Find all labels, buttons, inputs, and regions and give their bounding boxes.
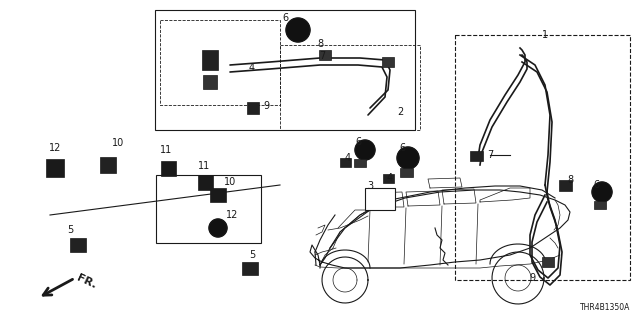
Polygon shape bbox=[397, 147, 419, 169]
Bar bbox=[339, 157, 351, 166]
Polygon shape bbox=[286, 18, 310, 42]
Text: 4: 4 bbox=[387, 173, 393, 183]
Text: 6: 6 bbox=[593, 180, 599, 190]
Text: 9: 9 bbox=[263, 101, 269, 111]
Bar bbox=[542, 257, 554, 267]
Polygon shape bbox=[209, 219, 227, 237]
Text: 2: 2 bbox=[397, 107, 403, 117]
Text: 7: 7 bbox=[319, 51, 325, 61]
Polygon shape bbox=[355, 140, 375, 160]
Text: 4: 4 bbox=[345, 153, 351, 163]
Bar bbox=[247, 102, 259, 114]
Text: 6: 6 bbox=[355, 137, 361, 147]
Bar bbox=[100, 157, 116, 173]
Bar bbox=[383, 173, 394, 182]
Bar bbox=[198, 174, 212, 189]
Text: FR.: FR. bbox=[75, 273, 98, 291]
Bar bbox=[70, 238, 86, 252]
Text: 3: 3 bbox=[367, 181, 373, 191]
Text: 5: 5 bbox=[67, 225, 73, 235]
Bar bbox=[354, 159, 366, 167]
Bar bbox=[455, 35, 630, 280]
Bar bbox=[382, 57, 394, 67]
Bar bbox=[202, 50, 218, 70]
Bar bbox=[46, 159, 64, 177]
Text: 6: 6 bbox=[399, 143, 405, 153]
Text: 11: 11 bbox=[198, 161, 210, 171]
Bar bbox=[319, 50, 331, 60]
Bar bbox=[365, 188, 395, 210]
Text: 12: 12 bbox=[49, 143, 61, 153]
Text: 9: 9 bbox=[529, 273, 535, 283]
Bar bbox=[210, 188, 226, 202]
Text: 10: 10 bbox=[112, 138, 124, 148]
Bar bbox=[399, 167, 413, 177]
Text: 6: 6 bbox=[282, 13, 288, 23]
Bar bbox=[280, 45, 420, 130]
Text: 8: 8 bbox=[567, 175, 573, 185]
Bar bbox=[161, 161, 175, 175]
Text: 10: 10 bbox=[224, 177, 236, 187]
Bar bbox=[155, 10, 415, 130]
Bar bbox=[156, 175, 261, 243]
Bar bbox=[203, 75, 217, 89]
Text: 1: 1 bbox=[542, 30, 548, 40]
Text: 11: 11 bbox=[160, 145, 172, 155]
Bar bbox=[242, 261, 258, 275]
Text: 5: 5 bbox=[249, 250, 255, 260]
Text: 7: 7 bbox=[487, 150, 493, 160]
Text: THR4B1350A: THR4B1350A bbox=[580, 303, 630, 312]
Text: 8: 8 bbox=[317, 39, 323, 49]
Text: 4: 4 bbox=[249, 63, 255, 73]
Bar bbox=[594, 201, 606, 209]
Bar bbox=[160, 20, 280, 105]
Bar bbox=[559, 180, 572, 190]
Bar bbox=[470, 151, 483, 161]
Polygon shape bbox=[592, 182, 612, 202]
Text: 12: 12 bbox=[226, 210, 238, 220]
